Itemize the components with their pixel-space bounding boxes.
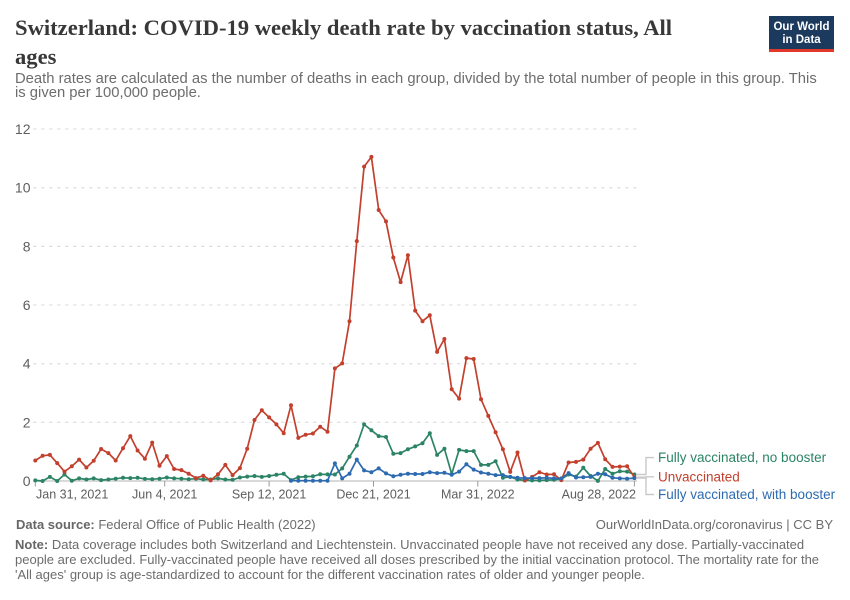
svg-text:2: 2 — [23, 414, 31, 430]
svg-text:6: 6 — [23, 297, 31, 313]
svg-text:12: 12 — [15, 121, 31, 137]
svg-text:Fully vaccinated, no booster: Fully vaccinated, no booster — [658, 450, 827, 465]
svg-text:Jan 31, 2021: Jan 31, 2021 — [36, 488, 108, 502]
svg-text:10: 10 — [15, 180, 31, 196]
svg-text:0: 0 — [23, 473, 31, 489]
svg-text:Unvaccinated: Unvaccinated — [658, 469, 740, 484]
svg-text:Jun 4, 2021: Jun 4, 2021 — [132, 488, 197, 502]
svg-text:Aug 28, 2022: Aug 28, 2022 — [562, 488, 636, 502]
svg-text:4: 4 — [23, 356, 31, 372]
svg-text:8: 8 — [23, 238, 31, 254]
svg-text:Fully vaccinated, with booster: Fully vaccinated, with booster — [658, 487, 836, 502]
svg-text:Sep 12, 2021: Sep 12, 2021 — [232, 488, 306, 502]
svg-text:Dec 21, 2021: Dec 21, 2021 — [336, 488, 410, 502]
svg-text:Mar 31, 2022: Mar 31, 2022 — [441, 488, 515, 502]
